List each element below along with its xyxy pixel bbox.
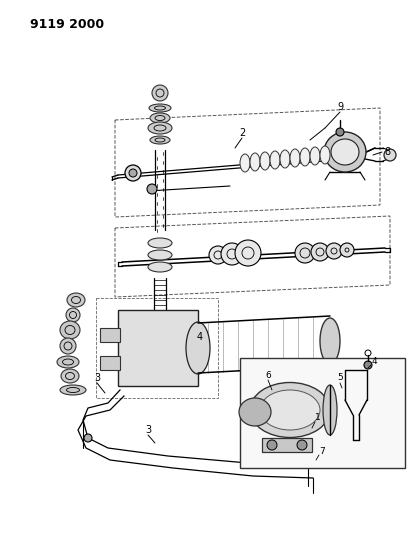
Ellipse shape (239, 398, 271, 426)
Ellipse shape (150, 113, 170, 123)
Circle shape (235, 240, 261, 266)
Ellipse shape (148, 250, 172, 260)
Ellipse shape (57, 356, 79, 368)
Ellipse shape (67, 293, 85, 307)
Text: 4: 4 (197, 332, 203, 342)
Ellipse shape (320, 318, 340, 364)
Text: 9119 2000: 9119 2000 (30, 18, 104, 31)
Circle shape (311, 243, 329, 261)
Text: 4: 4 (371, 358, 377, 367)
Circle shape (336, 128, 344, 136)
Ellipse shape (260, 152, 270, 170)
Ellipse shape (60, 321, 80, 339)
Ellipse shape (186, 322, 210, 374)
Ellipse shape (148, 238, 172, 248)
Text: 1: 1 (315, 414, 321, 423)
Ellipse shape (149, 104, 171, 112)
Circle shape (304, 459, 312, 467)
Circle shape (297, 440, 307, 450)
Ellipse shape (148, 122, 172, 134)
Ellipse shape (300, 148, 310, 166)
Polygon shape (118, 310, 198, 386)
Ellipse shape (323, 385, 337, 435)
Ellipse shape (250, 153, 260, 171)
Ellipse shape (280, 150, 290, 168)
Ellipse shape (290, 149, 300, 167)
Circle shape (209, 246, 227, 264)
Ellipse shape (150, 312, 170, 320)
Circle shape (84, 434, 92, 442)
Text: 5: 5 (337, 374, 343, 383)
Ellipse shape (150, 136, 170, 144)
Text: 9: 9 (337, 102, 343, 112)
Ellipse shape (250, 383, 330, 438)
Ellipse shape (320, 146, 330, 164)
Circle shape (147, 184, 157, 194)
Circle shape (125, 165, 141, 181)
Polygon shape (262, 438, 312, 452)
Ellipse shape (270, 151, 280, 169)
Bar (100, 356, 120, 370)
Circle shape (129, 169, 137, 177)
Ellipse shape (61, 369, 79, 383)
Ellipse shape (240, 154, 250, 172)
Text: 8: 8 (384, 147, 390, 157)
Ellipse shape (324, 132, 366, 172)
Bar (240, 358, 405, 468)
Text: 7: 7 (319, 448, 325, 456)
Ellipse shape (150, 321, 170, 329)
Ellipse shape (148, 262, 172, 272)
Ellipse shape (310, 147, 320, 165)
Circle shape (341, 150, 355, 164)
Circle shape (152, 85, 168, 101)
Circle shape (295, 243, 315, 263)
Text: 3: 3 (94, 373, 100, 383)
Ellipse shape (60, 338, 76, 354)
Bar (100, 328, 120, 342)
Circle shape (326, 243, 342, 259)
Ellipse shape (331, 139, 359, 165)
Circle shape (384, 149, 396, 161)
Circle shape (221, 243, 243, 265)
Circle shape (340, 243, 354, 257)
Circle shape (364, 361, 372, 369)
Text: 6: 6 (265, 370, 271, 379)
Circle shape (267, 440, 277, 450)
Text: 2: 2 (239, 128, 245, 138)
Ellipse shape (66, 308, 80, 322)
Text: 3: 3 (145, 425, 151, 435)
Ellipse shape (60, 385, 86, 395)
Ellipse shape (260, 390, 320, 430)
